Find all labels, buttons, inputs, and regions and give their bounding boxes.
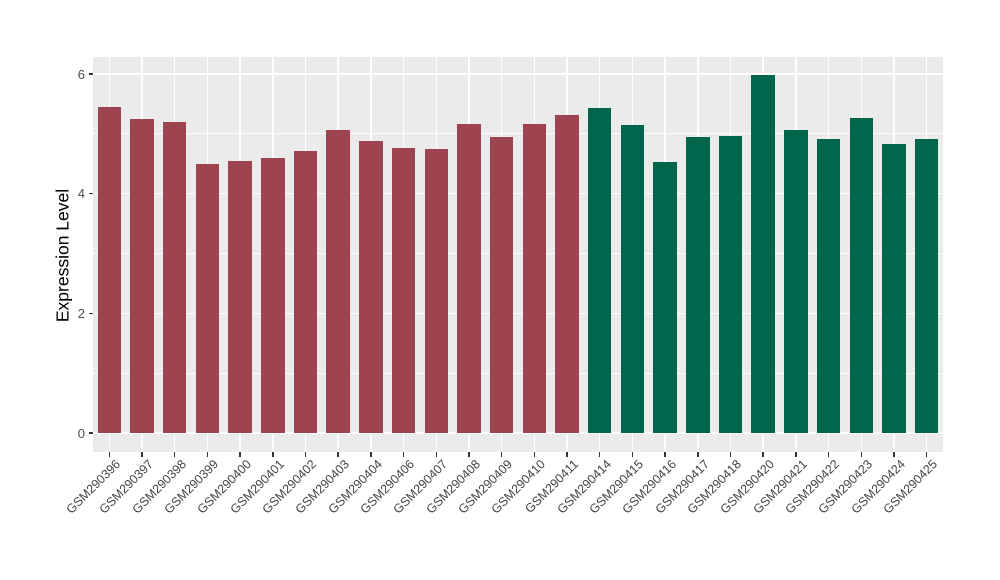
y-tick-label: 6: [77, 66, 85, 82]
y-gridline-major: [93, 192, 943, 195]
y-tick-label: 2: [77, 305, 85, 321]
x-tick-mark: [500, 452, 503, 457]
y-gridline-major: [93, 432, 943, 434]
y-gridline-minor: [93, 372, 943, 374]
bar-GSM290423: [849, 117, 874, 433]
bar-GSM290407: [424, 149, 449, 433]
x-tick-mark: [206, 452, 209, 457]
y-gridline-major: [93, 73, 943, 75]
bar-GSM290416: [653, 161, 677, 433]
x-tick-mark: [533, 452, 536, 457]
x-tick-mark: [664, 452, 666, 457]
bar-GSM290425: [914, 139, 939, 433]
x-tick-mark: [566, 452, 568, 457]
bar-GSM290421: [784, 130, 808, 433]
x-tick-mark: [729, 452, 732, 457]
x-tick-mark: [370, 452, 372, 457]
x-tick-mark: [860, 452, 863, 457]
x-tick-mark: [827, 452, 830, 457]
bar-GSM290397: [130, 118, 154, 433]
bar-GSM290404: [359, 141, 383, 433]
x-tick-mark: [304, 452, 307, 457]
x-tick-mark: [697, 452, 699, 457]
bar-GSM290414: [587, 108, 612, 433]
bar-GSM290410: [522, 123, 547, 433]
x-tick-mark: [925, 452, 928, 457]
y-tick-mark: [88, 73, 93, 75]
bar-GSM290415: [620, 124, 645, 433]
x-tick-mark: [173, 452, 176, 457]
y-tick-label: 4: [77, 186, 85, 202]
x-tick-mark: [402, 452, 405, 457]
bar-GSM290417: [686, 137, 710, 433]
bar-GSM290399: [195, 164, 220, 433]
bar-GSM290418: [718, 136, 743, 433]
bar-GSM290422: [816, 138, 841, 433]
bar-GSM290398: [162, 121, 187, 433]
bar-GSM290408: [457, 124, 481, 433]
bar-GSM290406: [391, 147, 416, 433]
x-tick-mark: [762, 452, 764, 457]
x-tick-mark: [795, 452, 797, 457]
plot-panel: [93, 57, 943, 452]
bar-GSM290424: [882, 144, 906, 433]
x-tick-mark: [598, 452, 601, 457]
bar-GSM290400: [228, 160, 252, 433]
x-tick-mark: [239, 452, 241, 457]
bar-GSM290401: [261, 157, 285, 433]
x-tick-mark: [272, 452, 274, 457]
y-tick-label: 0: [77, 425, 85, 441]
x-tick-mark: [337, 452, 339, 457]
x-tick-mark: [141, 452, 143, 457]
y-gridline-minor: [93, 253, 943, 254]
y-tick-mark: [88, 192, 93, 195]
x-tick-mark: [631, 452, 634, 457]
bar-GSM290403: [326, 129, 350, 433]
bar-GSM290411: [555, 115, 579, 433]
bar-GSM290409: [489, 136, 514, 433]
y-axis-title: Expression Level: [52, 188, 73, 323]
bar-GSM290402: [293, 151, 318, 433]
bar-GSM290396: [97, 106, 122, 433]
bar-GSM290420: [751, 75, 775, 433]
y-gridline-major: [93, 312, 943, 315]
x-tick-mark: [468, 452, 470, 457]
y-tick-mark: [88, 432, 93, 434]
x-tick-mark: [435, 452, 438, 457]
y-tick-mark: [88, 312, 93, 315]
x-tick-mark: [108, 452, 111, 457]
y-gridline-minor: [93, 133, 943, 135]
x-tick-mark: [893, 452, 895, 457]
